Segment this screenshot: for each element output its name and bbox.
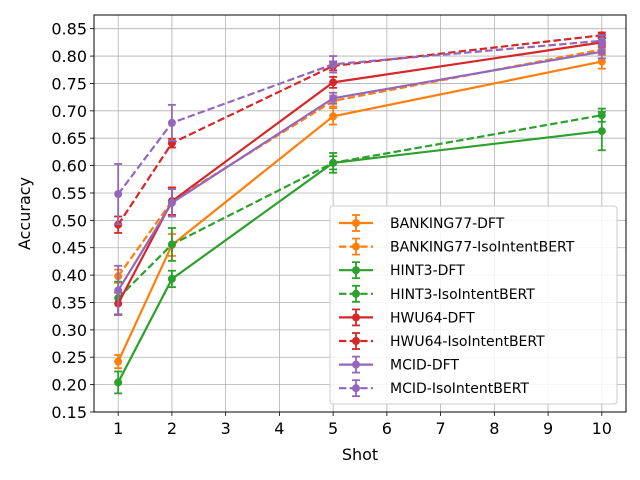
plot-frame: [93, 14, 627, 413]
legend-marker: [352, 337, 360, 345]
data-point: [167, 274, 176, 283]
x-axis-label: Shot: [342, 445, 378, 464]
y-tick-label: 0.40: [51, 266, 87, 285]
legend-item: HINT3-DFT: [339, 261, 465, 279]
series-hint3-dft: [114, 111, 606, 395]
y-tick-label: 0.80: [51, 47, 87, 66]
x-tick-label: 8: [489, 419, 499, 438]
legend-marker: [352, 313, 360, 322]
data-point: [114, 357, 123, 366]
legend-item: MCID-IsoIntentBERT: [339, 379, 529, 397]
y-tick-label: 0.20: [51, 376, 87, 395]
series-line: [117, 60, 603, 363]
data-point: [329, 158, 338, 167]
legend-item: HINT3-IsoIntentBERT: [339, 284, 535, 303]
legend-item: HWU64-DFT: [339, 308, 475, 326]
x-tick-label: 10: [592, 419, 612, 438]
y-axis-label: Accuracy: [15, 177, 34, 250]
y-tick-label: 0.50: [51, 211, 87, 230]
legend-label: MCID-DFT: [390, 358, 459, 374]
legend-frame: [329, 205, 618, 405]
series-mcid-isointentbert: [114, 34, 606, 226]
legend-marker: [352, 289, 360, 298]
y-tick-label: 0.45: [51, 239, 87, 258]
y-tick-label: 0.70: [51, 102, 87, 121]
legend-label: HINT3-DFT: [390, 263, 465, 279]
axis-ticks: 1 2 3 4 5 6 7 8 9 10 0.15 0.20 0.25 0.30 0.35 0.40 0.45 0…: [51, 20, 612, 438]
legend-label: HINT3-IsoIntentBERT: [390, 287, 535, 303]
x-tick-label: 9: [543, 419, 553, 438]
data-point: [597, 57, 606, 66]
data-point: [167, 118, 176, 127]
series-mcid-dft: [114, 44, 606, 316]
legend-label: BANKING77-DFT: [390, 216, 505, 232]
legend-item: BANKING77-IsoIntentBERT: [339, 237, 575, 256]
legend-label: MCID-IsoIntentBERT: [390, 381, 529, 397]
legend-item: BANKING77-DFT: [339, 214, 505, 232]
data-point: [114, 190, 123, 199]
y-tick-label: 0.55: [51, 184, 87, 203]
y-tick-label: 0.30: [51, 321, 87, 340]
data-point: [597, 127, 606, 136]
series-line: [117, 39, 602, 195]
x-tick-label: 5: [328, 419, 338, 438]
x-tick-label: 7: [436, 419, 446, 438]
legend-marker: [352, 242, 360, 251]
y-tick-label: 0.60: [51, 157, 87, 176]
data-point: [597, 47, 606, 56]
legend-label: HWU64-IsoIntentBERT: [390, 334, 545, 350]
y-tick-label: 0.65: [51, 129, 87, 148]
data-point: [597, 111, 606, 120]
legend-marker: [352, 219, 360, 227]
data-point: [329, 78, 338, 87]
y-tick-label: 0.15: [51, 403, 87, 422]
series-line: [117, 41, 602, 305]
legend-marker: [352, 360, 360, 369]
series-line: [117, 114, 603, 299]
legend-label: HWU64-DFT: [390, 310, 475, 326]
y-tick-label: 0.25: [51, 348, 87, 367]
y-tick-label: 0.85: [51, 20, 87, 39]
series-line: [117, 129, 602, 383]
data-point: [597, 36, 606, 45]
x-tick-label: 3: [221, 419, 231, 438]
data-point: [114, 286, 123, 295]
data-point: [329, 94, 338, 103]
data-point: [329, 60, 338, 69]
data-point: [167, 198, 176, 207]
legend: BANKING77-DFT BANKING77-IsoIntentBERT HINT…: [329, 205, 618, 405]
x-tick-label: 6: [382, 419, 392, 438]
y-tick-label: 0.75: [51, 74, 87, 93]
legend-marker: [352, 266, 360, 275]
x-tick-label: 1: [113, 419, 123, 438]
legend-marker: [352, 384, 360, 393]
data-point: [114, 378, 123, 387]
series-line: [117, 34, 602, 226]
legend-item: HWU64-IsoIntentBERT: [339, 332, 545, 350]
legend-item: MCID-DFT: [339, 355, 459, 374]
x-tick-label: 4: [274, 419, 284, 438]
data-point: [167, 240, 176, 249]
series-line: [117, 50, 603, 292]
data-point: [329, 112, 338, 121]
series-group: [114, 31, 606, 395]
legend-label: BANKING77-IsoIntentBERT: [390, 240, 575, 256]
x-tick-label: 2: [167, 419, 177, 438]
y-tick-label: 0.35: [51, 293, 87, 312]
